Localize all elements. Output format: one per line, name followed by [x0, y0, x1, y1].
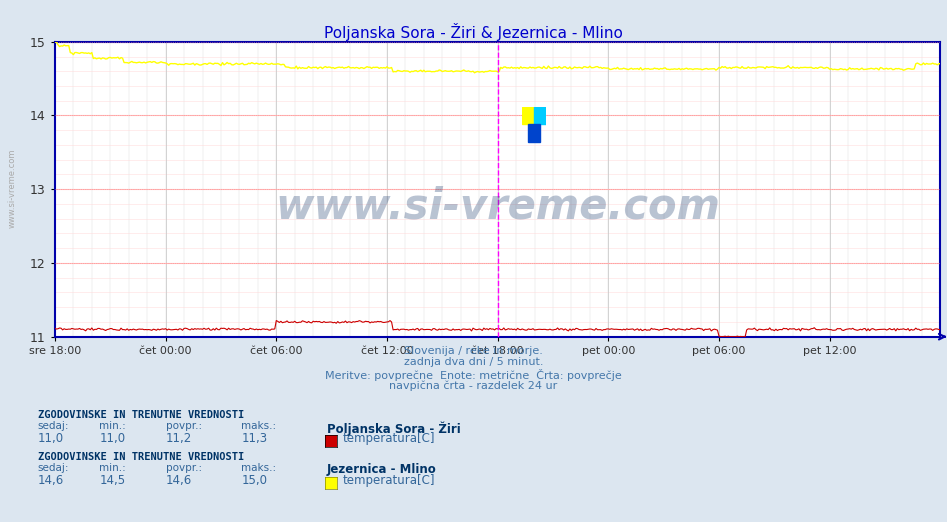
Text: 11,0: 11,0 [99, 432, 126, 445]
Text: min.:: min.: [99, 421, 126, 431]
Text: sedaj:: sedaj: [38, 463, 69, 473]
Bar [534, 106, 546, 124]
Text: min.:: min.: [99, 463, 126, 473]
Text: povpr.:: povpr.: [166, 463, 202, 473]
Text: temperatura[C]: temperatura[C] [343, 474, 436, 487]
Text: 11,3: 11,3 [241, 432, 268, 445]
Text: maks.:: maks.: [241, 421, 277, 431]
Text: 14,6: 14,6 [166, 474, 192, 487]
Bar [522, 106, 534, 124]
Text: temperatura[C]: temperatura[C] [343, 432, 436, 445]
Text: Meritve: povprečne  Enote: metrične  Črta: povprečje: Meritve: povprečne Enote: metrične Črta:… [325, 369, 622, 381]
Text: maks.:: maks.: [241, 463, 277, 473]
Text: Poljanska Sora - Žiri: Poljanska Sora - Žiri [327, 421, 460, 436]
Text: 11,0: 11,0 [38, 432, 64, 445]
Text: Slovenija / reke in morje.: Slovenija / reke in morje. [404, 346, 543, 355]
Text: www.si-vreme.com: www.si-vreme.com [276, 186, 720, 228]
Bar [527, 124, 540, 142]
Text: 14,6: 14,6 [38, 474, 64, 487]
Text: www.si-vreme.com: www.si-vreme.com [8, 148, 17, 228]
Text: zadnja dva dni / 5 minut.: zadnja dva dni / 5 minut. [403, 357, 544, 367]
Text: 15,0: 15,0 [241, 474, 267, 487]
Text: sedaj:: sedaj: [38, 421, 69, 431]
Text: 14,5: 14,5 [99, 474, 126, 487]
Text: Jezernica - Mlino: Jezernica - Mlino [327, 463, 437, 476]
Text: povpr.:: povpr.: [166, 421, 202, 431]
Text: navpična črta - razdelek 24 ur: navpična črta - razdelek 24 ur [389, 380, 558, 390]
Text: 11,2: 11,2 [166, 432, 192, 445]
Text: Poljanska Sora - Žiri & Jezernica - Mlino: Poljanska Sora - Žiri & Jezernica - Mlin… [324, 23, 623, 41]
Text: ZGODOVINSKE IN TRENUTNE VREDNOSTI: ZGODOVINSKE IN TRENUTNE VREDNOSTI [38, 410, 244, 420]
Text: ZGODOVINSKE IN TRENUTNE VREDNOSTI: ZGODOVINSKE IN TRENUTNE VREDNOSTI [38, 452, 244, 461]
